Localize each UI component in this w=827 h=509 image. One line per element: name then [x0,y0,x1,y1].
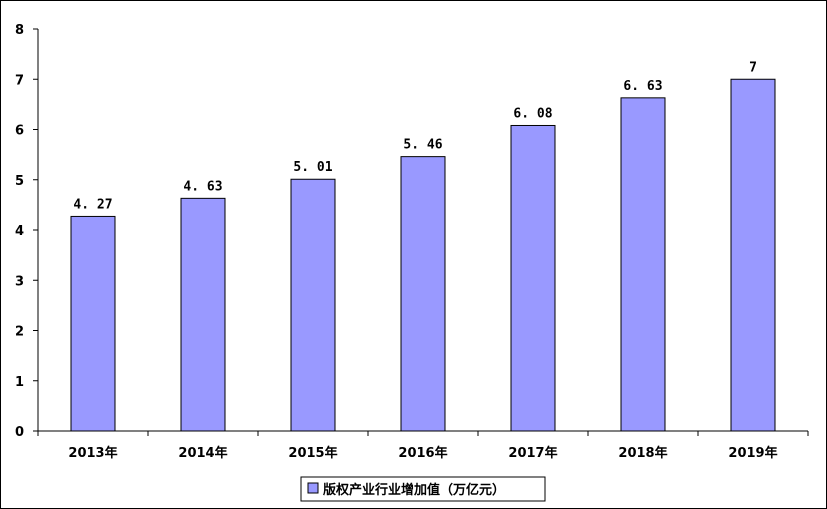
x-axis-ticks: 2013年 2014年 2015年 2016年 2017年 2018年 2019年 [37,431,809,461]
bar-2017年 [510,124,556,432]
data-label: 4. 27 [73,197,112,212]
y-tick-label: 8 [15,23,24,38]
y-tick-label: 2 [15,325,24,340]
bar-2013年 [70,215,116,432]
legend-box [300,476,546,502]
y-tick-label: 0 [15,425,24,440]
x-tick-label: 2015年 [288,445,337,461]
x-tick-label: 2019年 [728,445,777,461]
x-tick-label: 2013年 [68,445,117,461]
x-tick-label: 2018年 [618,445,667,461]
bars [70,78,776,432]
x-tick-label: 2016年 [398,445,447,461]
bar-2016年 [400,156,446,432]
y-tick-label: 1 [15,375,24,390]
x-tick-label: 2017年 [508,445,557,461]
x-tick-label: 2014年 [178,445,227,461]
data-label: 7 [749,60,757,75]
data-label: 5. 01 [293,160,332,175]
data-labels: 4. 27 4. 63 5. 01 5. 46 6. 08 6. 63 7 [73,60,756,212]
y-tick-label: 7 [15,73,24,88]
legend: 版权产业行业增加值（万亿元） [300,476,546,502]
data-label: 5. 46 [403,138,442,153]
data-label: 6. 63 [623,79,662,94]
y-axis-ticks: 0 1 2 3 4 5 6 7 8 [15,23,38,440]
data-label: 6. 08 [513,106,552,121]
y-tick-label: 5 [15,174,24,189]
y-tick-label: 4 [15,224,24,239]
legend-label: 版权产业行业增加值（万亿元） [323,482,505,498]
bar-2014年 [180,197,226,432]
y-tick-label: 3 [15,274,24,289]
y-tick-label: 6 [15,124,24,139]
legend-swatch [307,482,319,494]
bar-2018年 [620,97,666,432]
bar-2019年 [730,78,776,432]
bar-2015年 [290,178,336,432]
data-label: 4. 63 [183,179,222,194]
